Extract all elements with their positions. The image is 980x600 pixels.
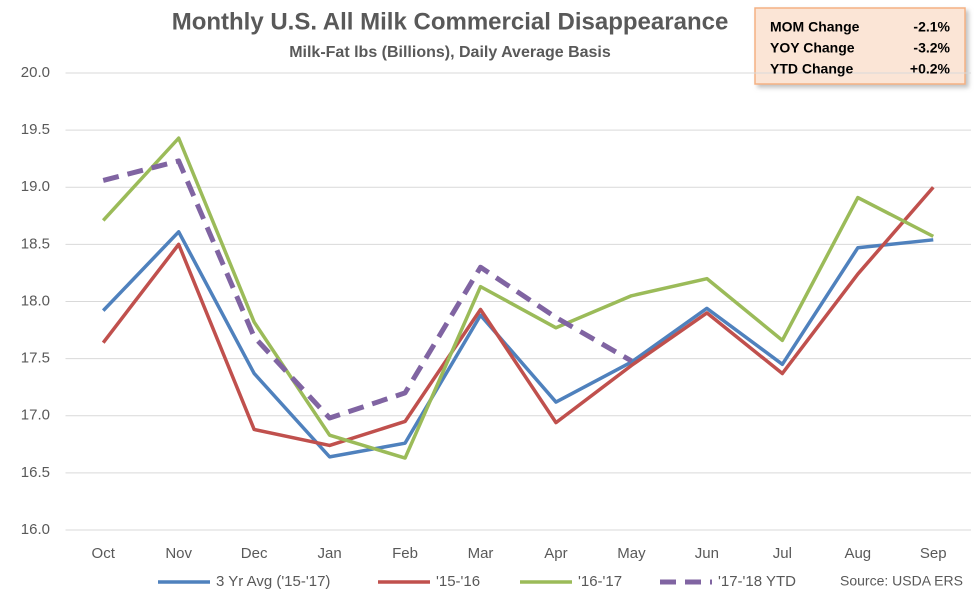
x-tick-label: Jul bbox=[773, 545, 792, 562]
x-tick-label: Aug bbox=[844, 545, 871, 562]
y-tick-label: 16.0 bbox=[21, 521, 50, 538]
series-line bbox=[101, 136, 935, 460]
x-tick-label: Jun bbox=[695, 545, 719, 562]
info-value: -3.2% bbox=[913, 40, 950, 56]
info-label: YTD Change bbox=[770, 61, 853, 77]
y-tick-label: 19.5 bbox=[21, 121, 50, 138]
x-tick-label: Nov bbox=[165, 545, 192, 562]
series-line bbox=[102, 158, 633, 421]
legend-label: 3 Yr Avg ('15-'17) bbox=[216, 573, 330, 590]
x-tick-label: Mar bbox=[468, 545, 494, 562]
y-tick-label: 19.0 bbox=[21, 178, 50, 195]
x-tick-label: Dec bbox=[241, 545, 268, 562]
source: Source: USDA ERS bbox=[840, 573, 963, 589]
x-tick-label: Apr bbox=[544, 545, 567, 562]
chart-subtitle: Milk-Fat lbs (Billions), Daily Average B… bbox=[289, 44, 611, 61]
legend-label: '17-'18 YTD bbox=[718, 573, 796, 590]
chart-title: Monthly U.S. All Milk Commercial Disappe… bbox=[172, 8, 729, 35]
legend-label: '15-'16 bbox=[436, 573, 480, 590]
series-line bbox=[101, 186, 935, 448]
y-tick-label: 18.0 bbox=[21, 292, 50, 309]
info-label: YOY Change bbox=[770, 40, 855, 56]
x-tick-label: Feb bbox=[392, 545, 418, 562]
x-tick-label: Oct bbox=[92, 545, 116, 562]
series-line bbox=[101, 230, 934, 459]
y-tick-label: 16.5 bbox=[21, 464, 50, 481]
info-box bbox=[754, 7, 966, 85]
y-tick-label: 17.5 bbox=[21, 350, 50, 367]
info-label: MOM Change bbox=[770, 19, 860, 35]
y-tick-label: 17.0 bbox=[21, 407, 50, 424]
x-tick-label: Jan bbox=[318, 545, 342, 562]
x-tick-label: May bbox=[617, 545, 646, 562]
y-tick-label: 18.5 bbox=[21, 235, 50, 252]
info-value: -2.1% bbox=[913, 19, 950, 35]
info-value: +0.2% bbox=[910, 61, 951, 77]
x-tick-label: Sep bbox=[920, 545, 947, 562]
legend-label: '16-'17 bbox=[578, 573, 622, 590]
y-tick-label: 20.0 bbox=[21, 64, 50, 81]
